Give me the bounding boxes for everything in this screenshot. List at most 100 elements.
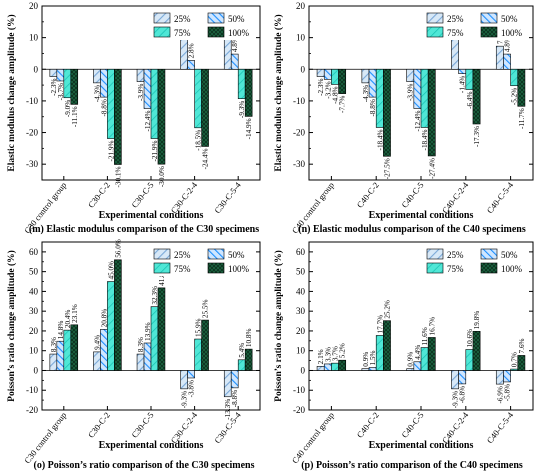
bar <box>375 68 384 128</box>
data-label: -30.0% <box>158 166 166 187</box>
x-tick-label: C30-C-5 <box>129 410 155 440</box>
data-label: -3.7% <box>57 83 65 100</box>
y-tick-label: -20 <box>26 405 38 415</box>
bar <box>323 363 332 371</box>
y-tick-label: 40 <box>296 286 306 296</box>
legend-swatch <box>480 26 498 38</box>
y-tick-label: 10 <box>29 33 39 43</box>
panel-p-bars <box>316 320 526 390</box>
bar <box>70 324 79 371</box>
legend-label: 75% <box>447 264 464 274</box>
data-label: -12.4% <box>144 110 152 131</box>
data-label: -17.3% <box>473 126 481 147</box>
y-tick-label: -10 <box>26 385 38 395</box>
x-tick-label: C30-C-2 <box>86 410 112 440</box>
y-axis-label: Poisson’s ratio change amplitude (%) <box>273 250 284 402</box>
data-label: -14.9% <box>245 118 253 139</box>
y-tick-label: 40 <box>29 286 39 296</box>
legend-label: 75% <box>174 28 191 38</box>
data-label: -18.4% <box>421 129 429 150</box>
y-tick-label: 0 <box>34 365 39 375</box>
bar <box>63 68 72 99</box>
legend-label: 50% <box>228 250 245 260</box>
bar <box>63 329 72 371</box>
bar <box>368 68 377 98</box>
bar <box>458 68 467 75</box>
legend-label: 50% <box>501 14 518 24</box>
bar <box>495 45 504 70</box>
data-label: -4.3% <box>362 85 370 102</box>
panel-m-title: (m) Elastic modulus comparison of the C3… <box>29 224 259 235</box>
x-axis-label: Experimental conditions <box>99 440 204 451</box>
data-label: -6.9% <box>496 386 504 403</box>
bar <box>503 370 511 383</box>
bar <box>150 306 159 371</box>
bar <box>114 68 122 165</box>
data-label: 25.2% <box>383 300 391 319</box>
data-label: 0.9% <box>407 352 415 367</box>
data-label: -18.5% <box>195 130 203 151</box>
legend-label: 50% <box>501 250 518 260</box>
legend-swatch <box>480 262 498 274</box>
panel-m-legend: 25% 50% 75% 100% <box>150 10 256 40</box>
legend-label: 75% <box>174 264 191 274</box>
legend-label: 25% <box>447 250 464 260</box>
legend-swatch <box>207 26 225 38</box>
bar <box>331 362 339 371</box>
bar <box>157 68 166 165</box>
legend-swatch <box>153 262 171 274</box>
bar <box>201 319 209 371</box>
legend-swatch <box>207 248 225 260</box>
panel-p-title: (p) Poisson’s ratio comparison of the C4… <box>301 460 523 471</box>
legend-swatch <box>426 26 444 38</box>
y-tick-label: -20 <box>26 128 38 138</box>
x-tick-label: C30 control group <box>22 410 68 465</box>
bar <box>237 359 246 371</box>
data-label: 3.7% <box>331 346 339 361</box>
data-label: 4.8% <box>504 37 512 52</box>
data-label: 2.1% <box>317 349 325 364</box>
data-label: -24.4% <box>202 148 210 169</box>
bar <box>472 331 481 371</box>
data-label: -2.3% <box>50 79 58 96</box>
data-label: -3.8% <box>188 380 196 397</box>
x-tick-label: C40-C-5-4 <box>485 409 516 445</box>
panel-o-bars <box>49 259 253 398</box>
bar <box>510 68 519 87</box>
legend-label: 100% <box>228 264 250 274</box>
y-tick-label: 50 <box>296 267 306 277</box>
y-tick-label: 0 <box>34 64 39 74</box>
y-axis-label: Elastic modulus change amplitude (%) <box>273 14 284 171</box>
legend-label: 75% <box>447 28 464 38</box>
bar <box>510 368 519 371</box>
panel-p-labels: 2.1% 3.3% 3.7% 5.2%0.9% 1.5%17.7%25.2%0.9% 4.… <box>317 300 526 408</box>
y-tick-label: -20 <box>293 128 305 138</box>
bar <box>465 68 474 90</box>
bar <box>316 366 325 371</box>
bar <box>93 351 101 371</box>
data-label: -18.4% <box>376 129 384 150</box>
bar <box>406 368 415 371</box>
legend-swatch <box>480 12 498 24</box>
data-label: 23.1% <box>71 304 79 323</box>
legend-label: 50% <box>228 14 245 24</box>
bar <box>244 68 253 117</box>
bar <box>56 68 65 82</box>
x-tick-label: C40-C-5 <box>399 410 425 440</box>
legend-label: 25% <box>447 14 464 24</box>
bar <box>413 361 422 371</box>
bar <box>49 353 58 371</box>
bar <box>368 367 377 371</box>
data-label: -6.4% <box>466 92 474 109</box>
y-axis-label: Poisson’s ratio change amplitude (%) <box>6 250 17 402</box>
data-label: -9.3% <box>238 101 246 118</box>
y-tick-label: 30 <box>29 306 39 316</box>
bar <box>114 259 122 371</box>
data-label: 41.8% <box>158 267 166 286</box>
data-label: 17.7% <box>376 315 384 334</box>
data-label: -9.3% <box>181 391 189 408</box>
bar <box>201 68 209 147</box>
bar <box>107 68 115 139</box>
y-tick-label: -30 <box>293 159 305 169</box>
